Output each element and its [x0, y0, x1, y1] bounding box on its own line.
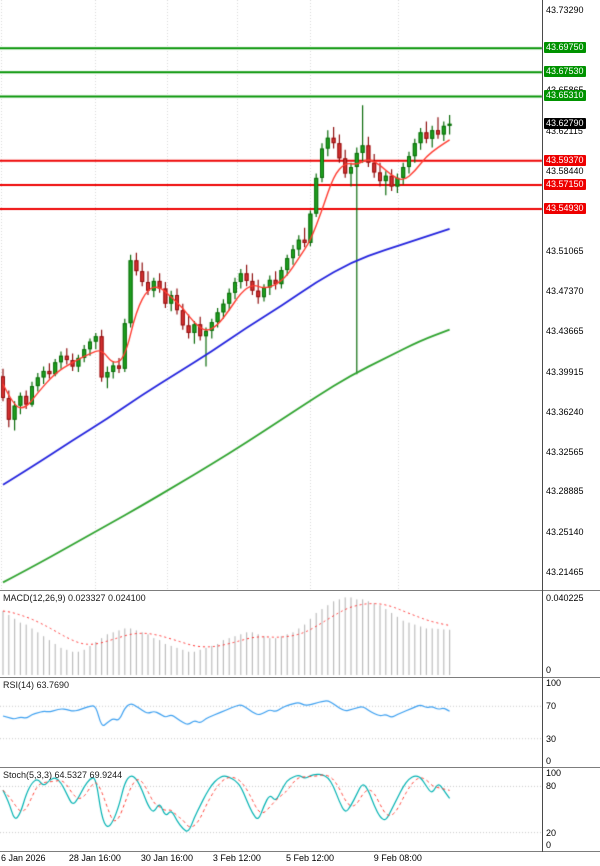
- resistance-price-label[interactable]: 43.67530: [544, 66, 586, 78]
- pane-separator[interactable]: [0, 677, 600, 678]
- price-tick-label: 43.28885: [546, 486, 584, 497]
- time-axis-label: 6 Jan 2026: [1, 853, 46, 863]
- price-chart-canvas[interactable]: [0, 0, 600, 590]
- price-tick-label: 43.65865: [546, 85, 584, 96]
- support-price-label[interactable]: 43.57150: [544, 178, 586, 190]
- current-price-label: 43.62790: [544, 117, 586, 129]
- resistance-price-label[interactable]: 43.69750: [544, 42, 586, 54]
- price-tick-label: 43.47370: [546, 285, 584, 296]
- price-tick-label: 43.32565: [546, 446, 584, 457]
- time-axis-label: 30 Jan 16:00: [140, 853, 193, 863]
- rsi-axis-label: 100: [546, 678, 562, 688]
- price-tick-label: 43.39915: [546, 366, 584, 377]
- macd-canvas[interactable]: [0, 591, 600, 677]
- macd-pane: MACD(12,26,9) 0.023327 0.024100 0.040225…: [0, 591, 600, 677]
- support-price-label[interactable]: 43.59370: [544, 154, 586, 166]
- stochastic-pane: Stoch(5,3,3) 64.5327 69.9244 100 80 20 0: [0, 768, 600, 851]
- rsi-axis-label: 70: [546, 701, 557, 712]
- time-axis[interactable]: 6 Jan 2026 28 Jan 16:00 30 Jan 16:00 3 Feb …: [0, 852, 600, 866]
- stochastic-label: Stoch(5,3,3) 64.5327 69.9244: [3, 770, 123, 780]
- price-tick-label: 43.25140: [546, 527, 584, 538]
- stochastic-canvas[interactable]: [0, 768, 600, 851]
- time-axis-label: 9 Feb 08:00: [373, 853, 422, 863]
- resistance-price-label[interactable]: 43.65310: [544, 90, 586, 102]
- stoch-axis-label: 20: [546, 827, 557, 838]
- price-tick-label: 43.21465: [546, 566, 584, 577]
- pane-separator[interactable]: [0, 767, 600, 768]
- rsi-label: RSI(14) 63.7690: [3, 680, 70, 690]
- pane-separator: [0, 851, 600, 852]
- time-axis-label: 28 Jan 16:00: [68, 853, 121, 863]
- macd-label: MACD(12,26,9) 0.023327 0.024100: [3, 593, 146, 603]
- time-axis-label: 3 Feb 12:00: [212, 853, 261, 863]
- price-tick-label: 43.58440: [546, 165, 584, 176]
- price-tick-label: 43.51065: [546, 245, 584, 256]
- stoch-axis-label: 100: [546, 768, 562, 778]
- support-price-label[interactable]: 43.54930: [544, 202, 586, 214]
- rsi-pane: RSI(14) 63.7690 100 70 30 0: [0, 678, 600, 767]
- stoch-axis-label: 0: [546, 840, 552, 850]
- main-price-pane: 43.73290 43.65865 43.62115 43.58440 43.51065…: [0, 0, 600, 590]
- macd-axis-max-label: 0.040225: [546, 593, 584, 603]
- stoch-axis-label: 80: [546, 781, 557, 792]
- macd-axis-min-label: 0: [546, 665, 552, 675]
- price-axis-line[interactable]: [542, 0, 543, 852]
- rsi-axis-label: 0: [546, 756, 552, 766]
- pane-separator[interactable]: [0, 590, 600, 591]
- time-axis-label: 5 Feb 12:00: [285, 853, 335, 863]
- price-tick-label: 43.36240: [546, 406, 584, 417]
- price-tick-label: 43.43665: [546, 326, 584, 337]
- price-tick-label: 43.73290: [546, 4, 584, 15]
- rsi-canvas[interactable]: [0, 678, 600, 767]
- price-tick-label: 43.62115: [546, 126, 583, 137]
- rsi-axis-label: 30: [546, 733, 557, 744]
